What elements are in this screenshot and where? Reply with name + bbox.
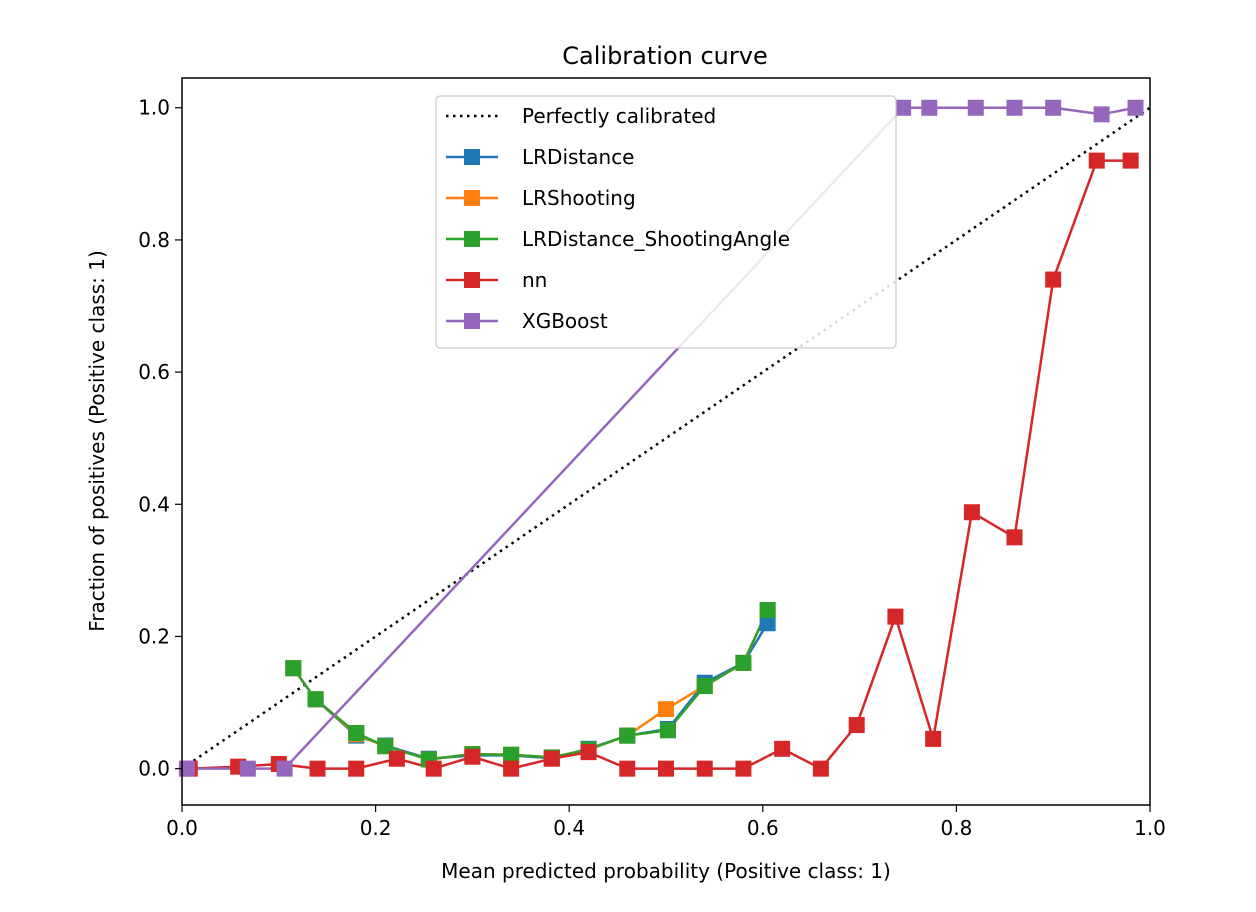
point-xgboost [239,760,256,777]
point-lrdistance-shootingangle [696,678,713,695]
legend-label: LRShooting [522,186,636,210]
x-tick-label: 0.0 [166,816,198,840]
x-axis-label: Mean predicted probability (Positive cla… [441,859,891,883]
point-nn [1045,271,1062,288]
point-nn [848,717,865,734]
y-tick-label: 1.0 [138,96,170,120]
legend-box [435,95,897,349]
legend-label: LRDistance_ShootingAngle [522,227,790,251]
point-nn [425,760,442,777]
point-lrdistance-shootingangle [285,660,302,677]
point-nn [774,740,791,757]
point-nn [735,760,752,777]
legend-entry: XGBoost [446,309,608,333]
point-xgboost [1006,99,1023,116]
point-nn [1088,152,1105,169]
legend-entry: LRShooting [446,186,636,210]
x-tick-label: 0.4 [553,816,585,840]
chart-title: Calibration curve [562,42,767,70]
point-nn [1006,529,1023,546]
point-lrdistance-shootingangle [503,746,520,763]
x-tick-label: 0.2 [360,816,392,840]
y-tick-label: 0.2 [138,624,170,648]
point-nn [580,744,597,761]
point-nn [543,750,560,767]
legend-entry: nn [446,268,547,292]
point-nn [348,760,365,777]
legend-entry: Perfectly calibrated [446,104,716,128]
point-xgboost [967,99,984,116]
point-nn [925,730,942,747]
point-lrdistance-shootingangle [377,738,394,755]
legend-label: XGBoost [522,309,608,333]
x-tick-label: 0.8 [940,816,972,840]
point-nn [963,504,980,521]
y-axis-label: Fraction of positives (Positive class: 1… [85,250,109,632]
point-xgboost [276,760,293,777]
point-nn [309,760,326,777]
legend-entry: LRDistance_ShootingAngle [446,227,790,251]
plot-frame [181,77,1151,806]
point-xgboost [921,99,938,116]
legend-swatch-marker [464,231,480,247]
legend-swatch-marker [464,313,480,329]
legend-swatch-marker [464,149,480,165]
point-nn [887,608,904,625]
point-nn [503,760,520,777]
legend-swatch-marker [464,190,480,206]
point-nn [619,760,636,777]
point-xgboost [178,760,195,777]
point-xgboost [1093,106,1110,123]
point-lrdistance-shootingangle [348,724,365,741]
y-tick-label: 0.8 [138,228,170,252]
x-tick-label: 1.0 [1134,816,1166,840]
point-nn [658,760,674,777]
point-lrdistance-shootingangle [759,602,776,619]
legend: Perfectly calibrated LRDistance LRShooting… [435,95,897,349]
legend-label: nn [522,268,547,292]
legend-swatch-marker [464,272,480,288]
point-lrdistance-shootingangle [659,722,676,739]
point-lrdistance-shootingangle [619,727,636,744]
point-nn [1122,152,1139,169]
point-lrdistance-shootingangle [735,654,752,671]
x-tick-label: 0.6 [747,816,779,840]
legend-label: Perfectly calibrated [522,104,716,128]
series-line-xgboost [186,106,1136,770]
point-xgboost [1127,99,1144,116]
point-xgboost [895,99,912,116]
legend-label: LRDistance [522,145,635,169]
point-lrdistance [759,615,776,632]
point-nn [696,760,713,777]
point-nn [812,760,829,777]
y-tick-label: 0.0 [138,757,170,781]
point-xgboost [1045,99,1062,116]
point-nn [388,750,405,767]
y-tick-label: 0.4 [138,492,170,516]
y-tick-label: 0.6 [138,360,170,384]
point-lrdistance-shootingangle [307,691,324,708]
legend-entry: LRDistance [446,145,635,169]
point-lrshooting [658,701,674,718]
point-nn [464,748,481,765]
